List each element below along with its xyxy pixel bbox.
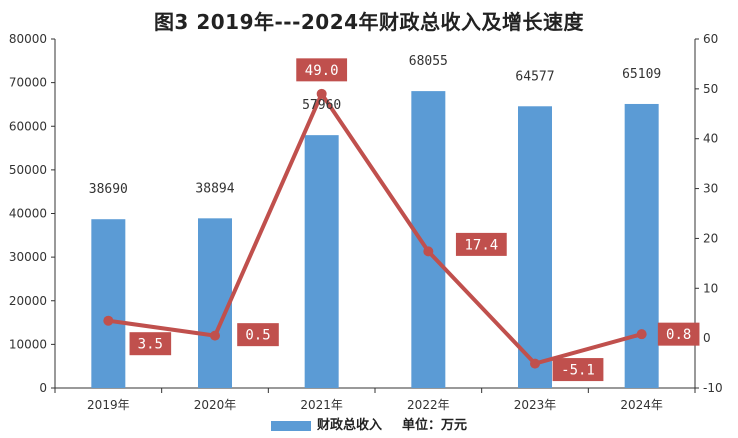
- bar-value-label: 38894: [195, 181, 234, 196]
- y-right-tick-label: 30: [703, 182, 718, 196]
- x-tick-label: 2022年: [407, 398, 450, 412]
- bar-value-label: 68055: [409, 54, 448, 69]
- x-tick-label: 2024年: [620, 398, 663, 412]
- legend-label: 财政总收入: [316, 418, 382, 433]
- chart-title: 图3 2019年---2024年财政总收入及增长速度: [153, 10, 585, 34]
- unit-label: 单位：万元: [402, 418, 468, 433]
- bar: [304, 135, 339, 388]
- bar: [624, 103, 659, 389]
- growth-label-box: [296, 58, 348, 82]
- y-right-tick-label: 60: [703, 32, 718, 46]
- growth-label-box: [455, 232, 507, 256]
- growth-label-box: [552, 358, 604, 382]
- growth-value-label: 0.8: [666, 327, 691, 343]
- growth-label-box: [657, 322, 700, 346]
- growth-line-path: [108, 91, 643, 366]
- growth-point: [103, 315, 114, 326]
- labels: 38690 38894 57960 68055 64577 65109 3.5 0.5 49.0…: [89, 54, 700, 382]
- axes: 0 10000 20000 30000 40000 50000 60000 70000 8000…: [9, 32, 723, 412]
- bar: [411, 91, 446, 389]
- x-tick-label: 2019年: [87, 398, 130, 412]
- y-left-tick-label: 60000: [9, 119, 47, 133]
- y-left-tick-label: 20000: [9, 294, 47, 308]
- growth-value-label: 3.5: [138, 337, 163, 353]
- bar: [91, 219, 126, 388]
- y-left-tick-label: 80000: [9, 32, 47, 46]
- growth-point: [210, 330, 220, 341]
- growth-point: [530, 358, 540, 369]
- bar: [518, 106, 552, 388]
- y-right-tick-label: 10: [703, 281, 718, 295]
- growth-label-box: [237, 323, 279, 347]
- y-right-tick-label: 20: [703, 231, 718, 245]
- growth-value-label: 0.5: [245, 328, 270, 344]
- y-right-tick-label: 40: [703, 132, 718, 146]
- y-right-tick-label: -10: [703, 381, 723, 395]
- bar-value-label: 38690: [89, 182, 128, 197]
- y-left-tick-label: 70000: [9, 76, 47, 90]
- bar: [198, 218, 232, 388]
- bar-value-label: 64577: [515, 69, 554, 84]
- x-tick-label: 2023年: [514, 398, 557, 412]
- growth-label-box: [129, 332, 172, 356]
- growth-value-label: 17.4: [464, 237, 498, 253]
- bars: [91, 91, 659, 389]
- legend-swatch: [270, 420, 311, 431]
- y-left-tick-label: 50000: [9, 163, 47, 177]
- y-left-tick-label: 0: [39, 381, 47, 395]
- growth-line: [103, 88, 647, 369]
- y-right-tick-label: 50: [703, 82, 718, 96]
- growth-point: [423, 246, 434, 257]
- y-left-tick-label: 10000: [9, 337, 47, 351]
- x-tick-label: 2020年: [194, 398, 237, 412]
- y-left-tick-label: 30000: [9, 250, 47, 264]
- x-tick-label: 2021年: [300, 398, 343, 412]
- bar-value-label: 57960: [302, 98, 341, 113]
- legend: 财政总收入 单位：万元: [0, 414, 738, 433]
- growth-point: [636, 329, 647, 340]
- growth-value-label: 49.0: [305, 63, 339, 79]
- bar-value-label: 65109: [622, 67, 661, 82]
- growth-value-label: -5.1: [561, 363, 595, 379]
- y-left-tick-label: 40000: [9, 207, 47, 221]
- growth-point: [316, 88, 327, 99]
- y-right-tick-label: 0: [703, 331, 711, 345]
